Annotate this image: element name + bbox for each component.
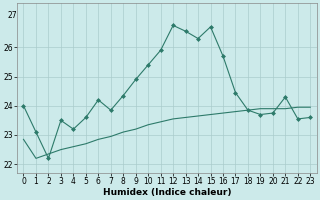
X-axis label: Humidex (Indice chaleur): Humidex (Indice chaleur) [103, 188, 231, 197]
Text: 27: 27 [8, 11, 17, 20]
